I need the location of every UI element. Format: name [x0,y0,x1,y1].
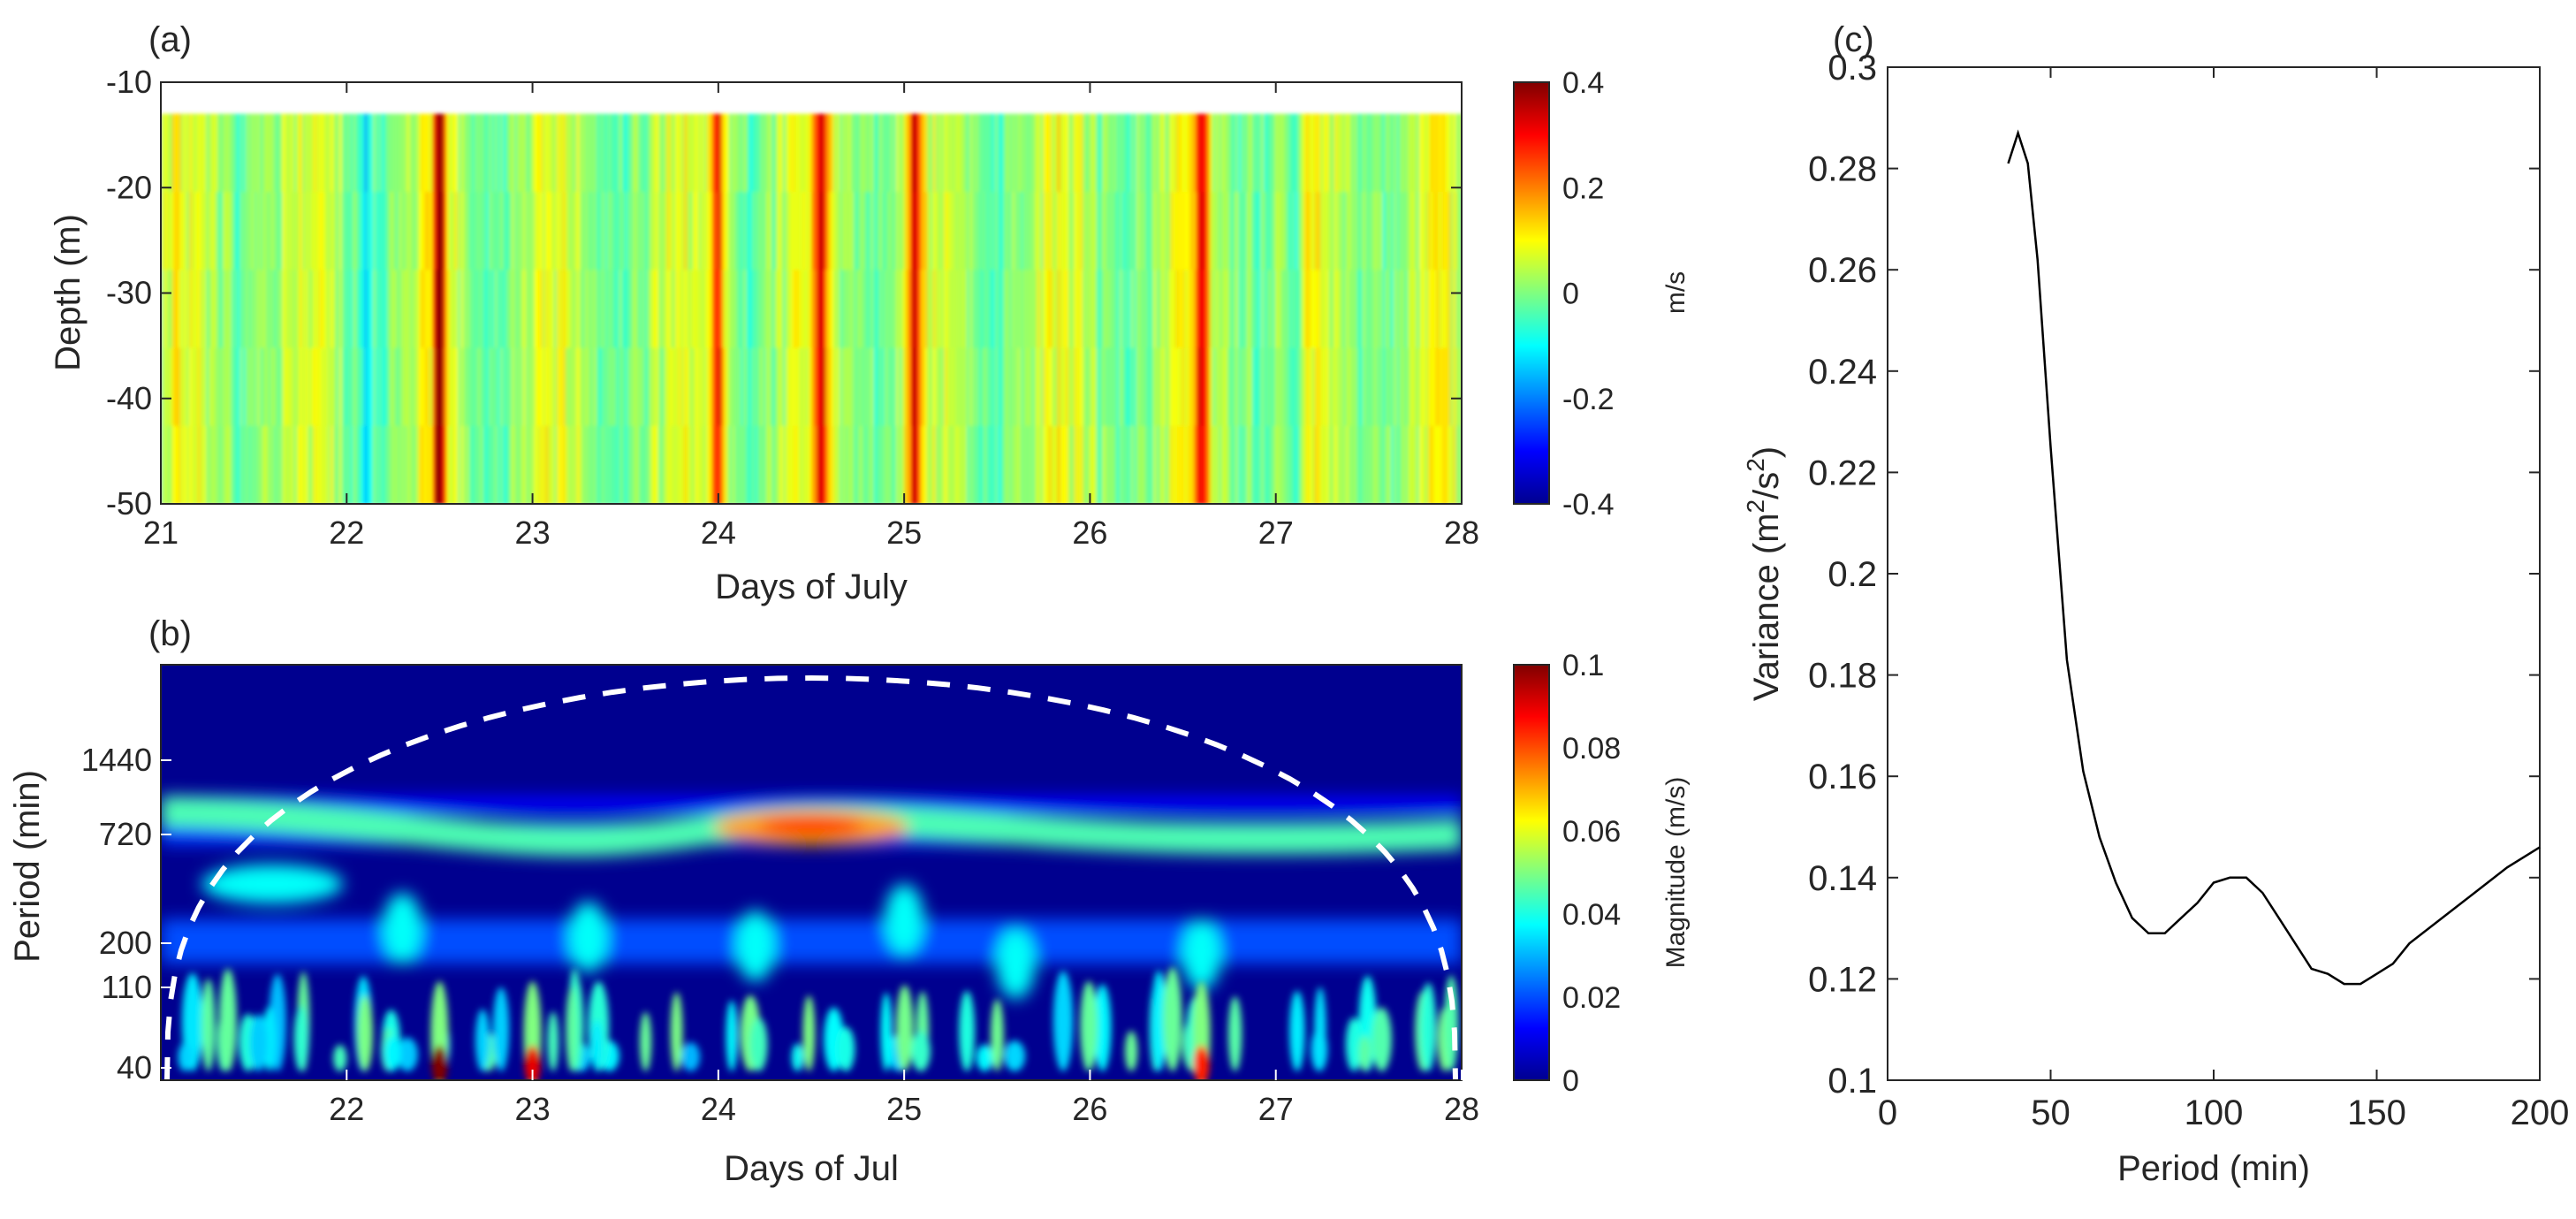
panel-b-colorbar-ticks: 0.1 0.08 0.06 0.04 0.02 0 [1562,649,1621,1098]
panel-b-y-tick-label: 110 [102,969,152,1005]
panel-c-x-tick-label: 50 [2031,1093,2071,1132]
panel-a-colorbar-tick-label: -0.2 [1562,383,1615,416]
panel-a-y-label: Depth (m) [49,214,87,371]
panel-c-y-tick-label: 0.28 [1808,150,1877,189]
panel-b-x-tick-label: 24 [701,1091,736,1127]
panel-a-x-label: Days of July [715,568,908,606]
panel-c-y-tick-label: 0.3 [1828,49,1877,88]
panel-c-x-axis: 0 50 100 150 200 [1878,67,2570,1132]
panel-b-colorbar-tick-label: 0.1 [1562,649,1604,682]
panel-c-y-tick-label: 0.18 [1808,657,1877,696]
panel-b-colorbar [1513,664,1550,1081]
panel-b-colorbar-tick-label: 0 [1562,1064,1579,1098]
panel-a-label: (a) [148,20,192,59]
panel-a-y-tick-label: -40 [106,380,152,416]
panel-a: (a) 21 22 23 24 25 26 27 28 -10 -20 -30 -40 -50 Day… [49,20,1691,606]
panel-a-colorbar-tick-label: 0 [1562,278,1579,311]
panel-b-y-tick-label: 200 [99,925,152,961]
panel-b-colorbar-tick-label: 0.08 [1562,732,1621,766]
panel-c-x-tick-label: 200 [2511,1093,2570,1132]
panel-b: (b) 22 23 24 25 26 27 28 1440 720 200 110 40 Days … [8,614,1691,1188]
panel-a-x-axis: 21 22 23 24 25 26 27 28 [143,82,1479,551]
panel-b-y-label: Period (min) [8,770,47,963]
panel-c-y-axis: 0.3 0.28 0.26 0.24 0.22 0.2 0.18 0.16 0.14 0.12 0.… [1808,49,2540,1101]
panel-c: (c) 0 50 100 150 200 0.30.280.260.240.220.20… [1742,20,2569,1188]
panel-b-cone-of-influence [164,674,1458,1081]
panel-a-x-tick-label: 21 [143,514,179,551]
panel-c-x-tick-label: 150 [2347,1093,2406,1132]
panel-b-x-tick-label: 28 [1444,1091,1479,1127]
panel-b-colorbar-tick-label: 0.02 [1562,981,1621,1015]
panel-a-colorbar-label: m/s [1661,271,1691,314]
panel-a-x-tick-label: 25 [886,514,922,551]
panel-a-colorbar-ticks: 0.4 0.2 0 -0.2 -0.4 [1562,66,1615,522]
panel-c-y-label: Variance (m2/s2) [1742,446,1786,701]
panel-a-x-tick-label: 27 [1258,514,1294,551]
panel-a-x-tick-label: 23 [515,514,551,551]
panel-b-y-axis: 1440 720 200 110 40 [81,742,171,1086]
panel-c-label: (c) [1833,20,1874,59]
panel-b-y-tick-label: 1440 [81,742,152,778]
panel-b-y-tick-label: 720 [99,816,152,852]
panel-a-x-tick-label: 26 [1072,514,1107,551]
panel-a-y-axis: -10 -20 -30 -40 -50 [106,64,1462,522]
panel-a-x-tick-label: 28 [1444,514,1479,551]
panel-c-y-tick-label: 0.1 [1828,1062,1877,1101]
panel-b-colorbar-tick-label: 0.06 [1562,815,1621,849]
panel-b-x-tick-label: 27 [1258,1091,1294,1127]
panel-c-axes-box [1887,66,2541,1081]
panel-a-y-tick-label: -10 [106,64,152,100]
panel-c-y-tick-label: 0.14 [1808,859,1877,898]
panel-c-y-tick-label: 0.12 [1808,960,1877,999]
panel-c-x-label: Period (min) [2117,1149,2310,1188]
panel-b-x-axis: 22 23 24 25 26 27 28 [329,1070,1479,1127]
panel-a-y-tick-label: -30 [106,275,152,311]
panel-a-colorbar-tick-label: -0.4 [1562,488,1615,522]
panel-c-series-line [2007,129,2541,986]
panel-a-y-tick-label: -50 [106,485,152,522]
panel-a-heatmap [161,113,1462,504]
panel-b-x-tick-label: 25 [886,1091,922,1127]
panel-c-x-tick-label: 0 [1878,1093,1897,1132]
panel-b-x-tick-label: 22 [329,1091,364,1127]
panel-a-x-tick-label: 22 [329,514,364,551]
panel-c-y-tick-label: 0.2 [1828,555,1877,594]
panel-b-x-label: Days of Jul [724,1149,899,1188]
panel-a-x-tick-label: 24 [701,514,736,551]
panel-a-colorbar-tick-label: 0.4 [1562,66,1604,100]
panel-b-axes-box [160,664,1463,1081]
panel-b-heatmap [161,665,1462,1080]
panel-c-y-tick-label: 0.24 [1808,353,1877,392]
panel-c-y-tick-label: 0.16 [1808,758,1877,796]
panel-b-x-tick-label: 26 [1072,1091,1107,1127]
panel-a-colorbar-tick-label: 0.2 [1562,171,1604,205]
panel-b-x-tick-label: 23 [515,1091,551,1127]
panel-b-y-tick-label: 40 [117,1049,152,1086]
panel-c-y-tick-label: 0.26 [1808,251,1877,290]
panel-c-y-tick-label: 0.22 [1808,453,1877,492]
panel-b-label: (b) [148,614,192,653]
panel-a-colorbar [1513,81,1550,505]
panel-b-colorbar-tick-label: 0.04 [1562,898,1621,932]
panel-b-colorbar-label: Magnitude (m/s) [1661,777,1691,969]
panel-a-y-tick-label: -20 [106,169,152,205]
panel-c-x-tick-label: 100 [2185,1093,2244,1132]
